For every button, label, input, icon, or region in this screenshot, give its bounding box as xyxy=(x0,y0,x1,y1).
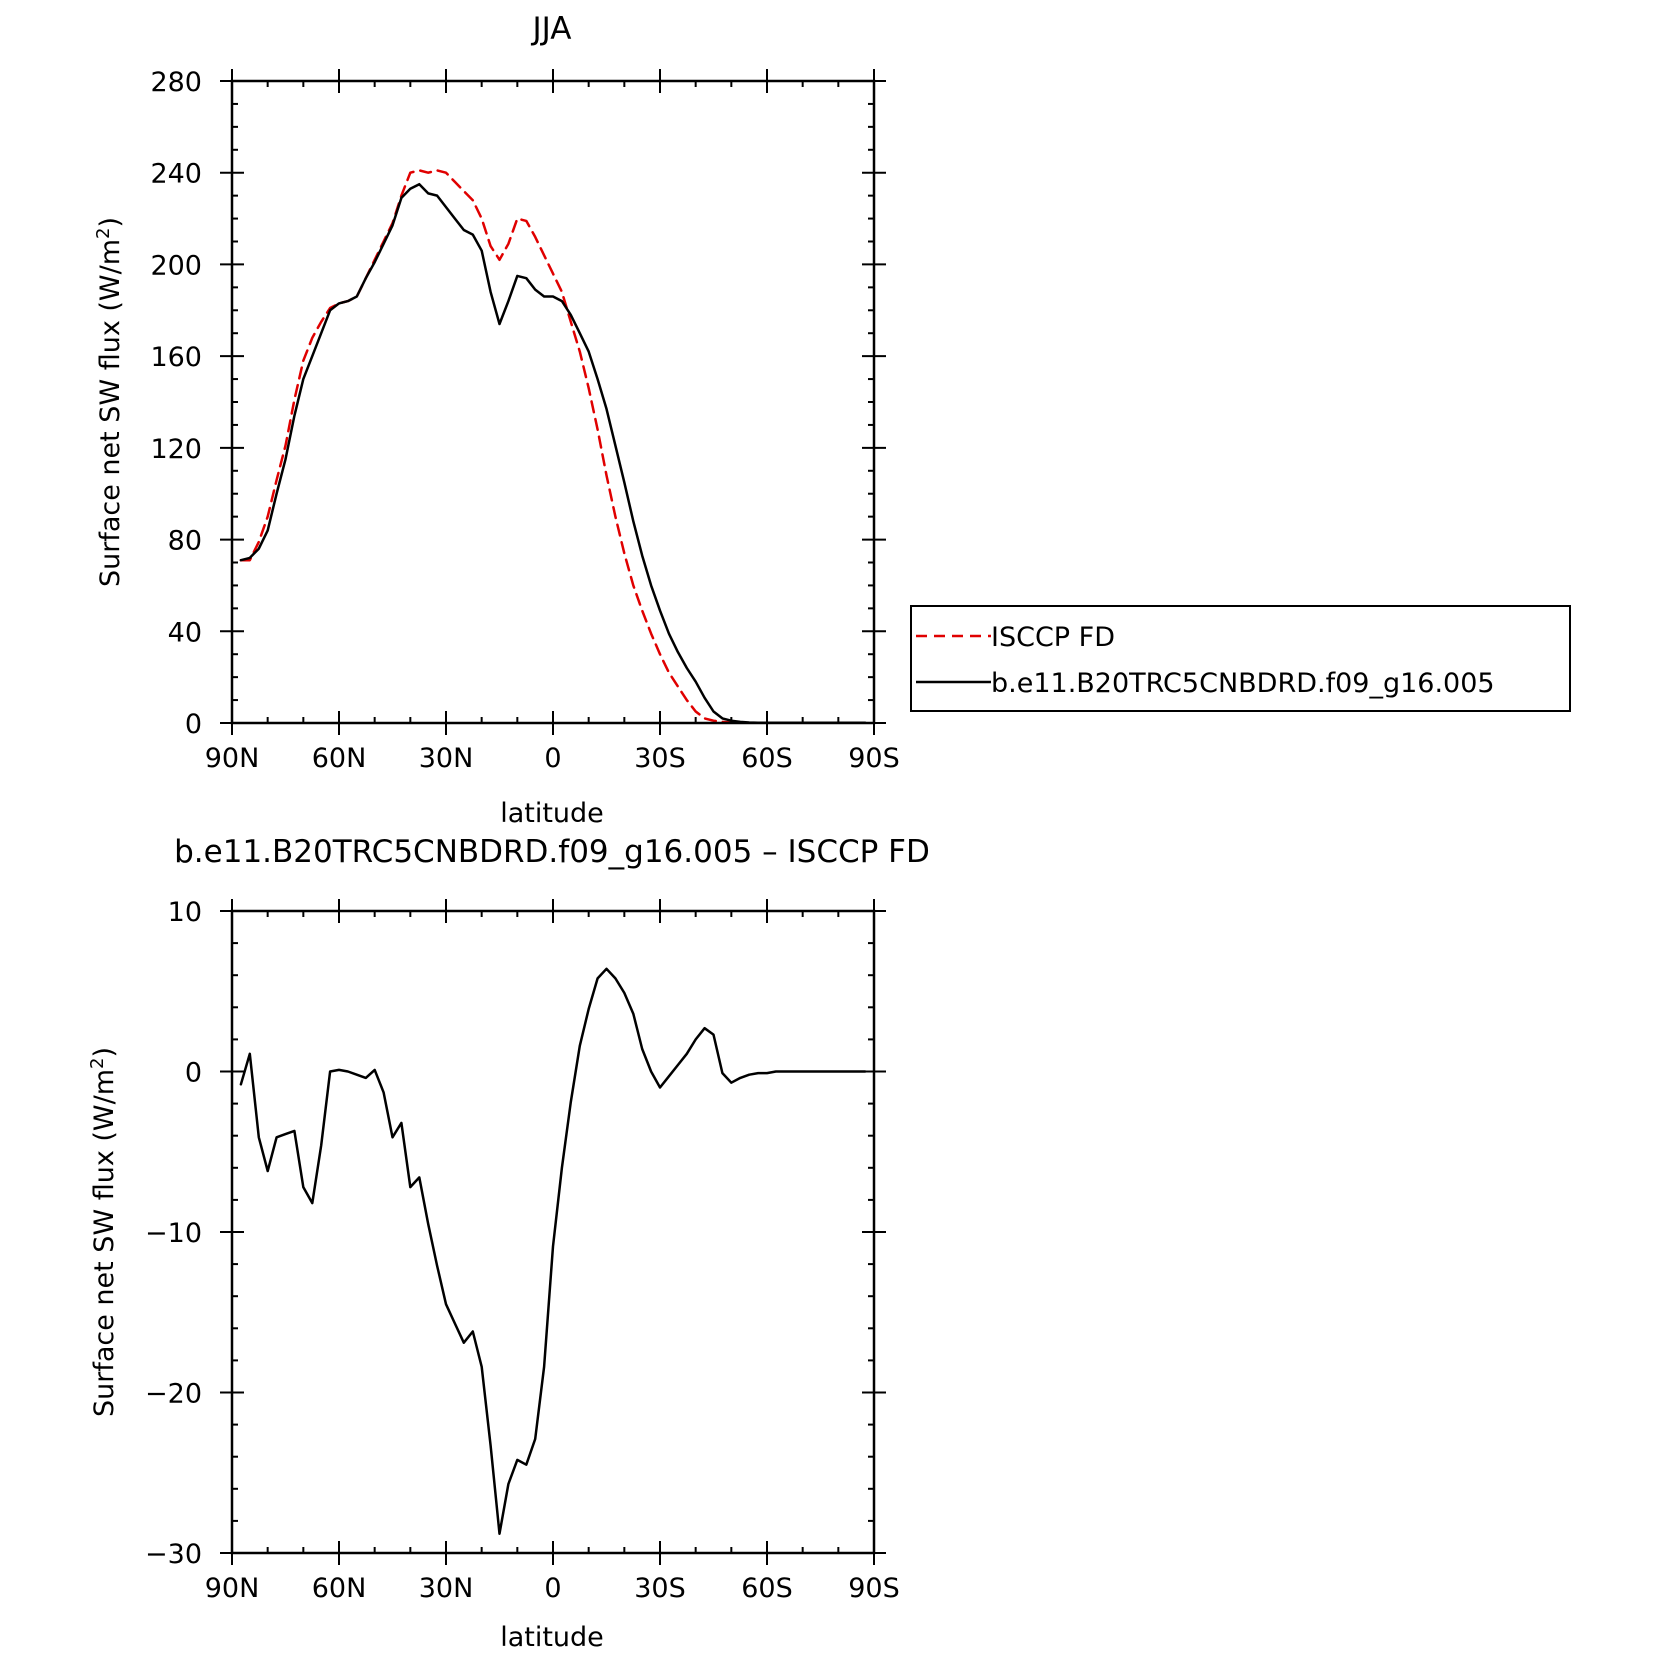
plot-frame xyxy=(230,909,876,1555)
y-axis-title: Surface net SW flux (W/m2) xyxy=(93,217,126,587)
plot-title: b.e11.B20TRC5CNBDRD.f09_g16.005 – ISCCP … xyxy=(174,834,930,870)
y-tick-label: 240 xyxy=(150,159,202,190)
y-tick-label: 200 xyxy=(150,250,202,281)
y-axis-title-main: Surface net SW flux (W/m xyxy=(89,1069,120,1417)
plot-frame xyxy=(230,79,876,725)
x-tick-label: 30S xyxy=(634,1573,686,1604)
x-axis-title: latitude xyxy=(500,798,604,829)
y-tick-label: 0 xyxy=(185,709,202,740)
y-tick-label: 10 xyxy=(168,897,202,928)
y-axis-title: Surface net SW flux (W/m2) xyxy=(87,1047,120,1417)
y-tick-label: −10 xyxy=(145,1218,202,1249)
x-tick-label: 0 xyxy=(544,1573,561,1604)
x-tick-label: 90N xyxy=(205,1573,260,1604)
x-tick-label: 90S xyxy=(848,1573,900,1604)
y-axis-title-end: ) xyxy=(95,217,126,228)
y-tick-label: 120 xyxy=(150,434,202,465)
x-tick-label: 60N xyxy=(312,1573,367,1604)
y-axis-title-superscript: 2 xyxy=(93,228,114,239)
x-tick-label: 30N xyxy=(419,743,474,774)
y-tick-label: 80 xyxy=(168,526,202,557)
isccp-line xyxy=(239,169,867,725)
legend-label-isccp: ISCCP FD xyxy=(991,622,1115,653)
x-tick-label: 30S xyxy=(634,743,686,774)
legend: ISCCP FD b.e11.B20TRC5CNBDRD.f09_g16.005 xyxy=(910,605,1571,712)
x-tick-label: 0 xyxy=(544,743,561,774)
y-axis-title-superscript: 2 xyxy=(87,1058,108,1069)
y-tick-label: 280 xyxy=(150,67,202,98)
y-axis-title-main: Surface net SW flux (W/m xyxy=(95,239,126,587)
x-tick-label: 60N xyxy=(312,743,367,774)
axis-ticks: 90N 60N 30N 0 30S 60S 90S 0 40 80 120 160 200 240 280 xyxy=(150,67,899,774)
difference-line xyxy=(239,967,867,1535)
legend-box xyxy=(910,605,1571,712)
top-plot-area xyxy=(239,169,867,725)
difference-panel: b.e11.B20TRC5CNBDRD.f09_g16.005 – ISCCP … xyxy=(87,834,930,1653)
x-tick-label: 60S xyxy=(741,1573,793,1604)
x-tick-label: 90N xyxy=(205,743,260,774)
climatology-panel: JJA 90N 60N 30N 0 30S 60S 90S 0 40 80 120 160 200 240… xyxy=(93,11,1571,829)
x-tick-label: 30N xyxy=(419,1573,474,1604)
y-tick-label: 40 xyxy=(168,617,202,648)
x-tick-label: 90S xyxy=(848,743,900,774)
x-tick-label: 60S xyxy=(741,743,793,774)
y-tick-label: −20 xyxy=(145,1379,202,1410)
y-tick-label: 160 xyxy=(150,342,202,373)
x-axis-title: latitude xyxy=(500,1622,604,1653)
y-tick-label: −30 xyxy=(145,1539,202,1570)
y-axis-title-end: ) xyxy=(89,1047,120,1058)
bottom-plot-area xyxy=(239,967,867,1535)
y-tick-label: 0 xyxy=(185,1058,202,1089)
plot-title: JJA xyxy=(531,11,572,47)
axis-ticks: 90N 60N 30N 0 30S 60S 90S −30 −20 −10 0 10 xyxy=(145,897,900,1604)
legend-label-model: b.e11.B20TRC5CNBDRD.f09_g16.005 xyxy=(991,668,1495,699)
model-line xyxy=(239,182,867,725)
